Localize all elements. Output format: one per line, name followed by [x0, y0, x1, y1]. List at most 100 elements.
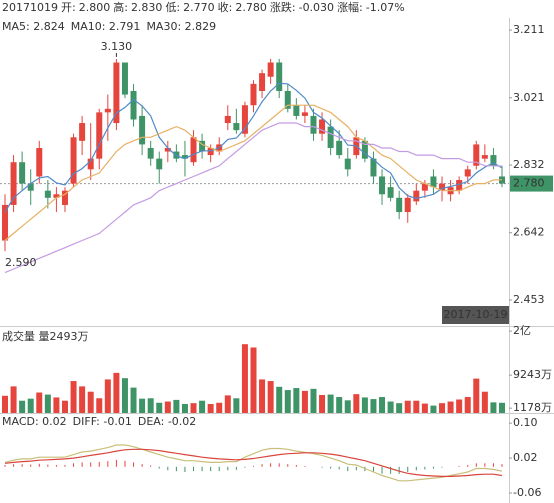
candle-body — [2, 204, 8, 241]
volume-bar — [413, 400, 420, 413]
volume-bar — [430, 405, 437, 413]
candle-body — [430, 176, 437, 188]
volume-bar — [130, 387, 137, 413]
candle-body — [387, 187, 394, 198]
candle-body — [396, 197, 403, 213]
volume-bar — [310, 388, 317, 413]
volume-bar — [464, 397, 471, 413]
volume-bar — [96, 398, 103, 413]
candle-body — [181, 155, 188, 159]
volume-bar — [361, 397, 368, 413]
volume-bar — [327, 394, 334, 413]
candle-body — [207, 147, 214, 156]
y-tick-label: 2.453 — [513, 293, 545, 306]
volume-bar — [301, 390, 308, 413]
header-value: -1.07% — [366, 1, 405, 14]
volume-bar — [113, 372, 120, 413]
candle-body — [10, 162, 17, 205]
candle-body — [473, 144, 480, 166]
volume-bar — [164, 401, 171, 413]
macd-title: MACD: 0.02 — [2, 415, 67, 428]
candle-body — [301, 112, 308, 116]
candle-body — [276, 62, 283, 91]
volume-bar — [387, 401, 394, 413]
macd-line — [4, 448, 503, 477]
last-price-label: 2.780 — [513, 177, 545, 190]
candle-body — [27, 183, 34, 191]
volume-bar — [190, 403, 197, 413]
volume-bar — [396, 403, 403, 413]
volume-bar — [499, 402, 505, 413]
candle-body — [113, 62, 120, 124]
candle-body — [61, 190, 68, 205]
candle-body — [224, 115, 231, 124]
candle-body — [361, 140, 368, 159]
volume-bar — [181, 403, 188, 413]
volume-bar — [87, 391, 94, 413]
header-value: 2.800 — [79, 1, 111, 14]
candle-body — [481, 155, 488, 159]
macd-tick-label: 0.10 — [513, 416, 538, 429]
volume-bar — [121, 378, 128, 413]
candle-body — [164, 147, 171, 152]
y-tick-label: 2.642 — [513, 226, 545, 239]
candle-body — [370, 158, 377, 177]
candle-body — [464, 169, 471, 177]
volume-bar — [10, 386, 17, 413]
volume-bar — [481, 391, 488, 413]
volume-tick-label: 1178万 — [513, 401, 552, 414]
candle-body — [19, 162, 26, 184]
legend-entry: MA5: 2.824 — [2, 20, 65, 33]
candle-body — [404, 197, 411, 213]
volume-title: 成交量 量2493万 — [2, 329, 89, 343]
y-tick-label: 2.832 — [513, 158, 545, 171]
candle-body — [267, 62, 274, 77]
candle-body — [139, 115, 146, 145]
ma-line — [4, 82, 503, 213]
header-value: 2.780 — [235, 1, 267, 14]
candle-body — [439, 183, 446, 191]
volume-bar — [370, 399, 377, 413]
volume-bar — [241, 344, 248, 413]
candle-body — [87, 158, 94, 170]
volume-bar — [456, 399, 463, 413]
volume-bar — [439, 403, 446, 413]
header-label: 开: — [61, 1, 76, 14]
volume-bar — [147, 398, 154, 413]
volume-bar — [404, 400, 411, 413]
volume-bar — [353, 394, 360, 413]
candle-body — [147, 147, 154, 159]
header-label: 涨跌: — [270, 0, 296, 14]
volume-bar — [216, 402, 223, 413]
header-label: 涨幅: — [337, 1, 363, 14]
volume-bar — [473, 378, 480, 413]
candle-body — [53, 194, 60, 198]
volume-bar — [233, 398, 240, 413]
header-date: 20171019 — [2, 1, 58, 14]
y-tick-label: 3.211 — [513, 23, 545, 36]
volume-bar — [259, 379, 266, 413]
volume-bar — [207, 403, 214, 413]
macd-legend: DIFF: -0.01 — [73, 415, 132, 428]
volume-bar — [173, 399, 180, 413]
volume-bar — [36, 392, 43, 413]
volume-bar — [490, 402, 497, 413]
header-value: 2.770 — [183, 1, 215, 14]
header-value: -0.030 — [299, 1, 334, 14]
candle-body — [413, 190, 420, 202]
volume-bar — [27, 398, 34, 413]
y-tick-label: 3.021 — [513, 91, 545, 104]
candle-body — [104, 108, 111, 113]
ma-line — [4, 104, 503, 241]
candle-body — [156, 158, 163, 170]
volume-bar — [344, 400, 351, 413]
candle-body — [250, 83, 257, 106]
macd-tick-label: -0.06 — [513, 486, 541, 499]
ma-line — [4, 122, 503, 274]
date-label: 2017-10-19 — [444, 308, 508, 321]
candle-body — [259, 73, 266, 91]
macd-legend: DEA: -0.02 — [138, 415, 196, 428]
volume-bar — [379, 397, 386, 413]
header-label: 低: — [165, 1, 180, 14]
legend-entry: MA10: 2.791 — [71, 20, 141, 33]
